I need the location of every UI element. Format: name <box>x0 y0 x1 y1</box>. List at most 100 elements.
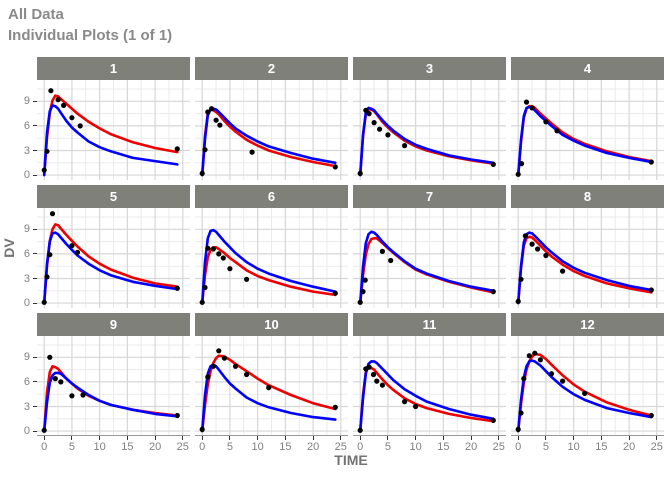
y-tick-label: 3 <box>23 144 30 157</box>
x-tick-label: 10 <box>409 441 422 453</box>
facet-panel-3: 3 <box>353 57 506 180</box>
page-title: All Data <box>8 6 64 23</box>
observed-point <box>77 123 83 129</box>
observed-point <box>217 122 223 128</box>
x-tick-label: 20 <box>622 441 636 453</box>
observed-point <box>366 364 372 370</box>
x-tick-mark <box>154 436 156 440</box>
x-tick-label: 25 <box>176 441 189 453</box>
observed-point <box>205 374 211 380</box>
observed-point <box>379 382 385 388</box>
facet-plot-area <box>195 336 348 436</box>
x-tick-mark <box>656 436 658 440</box>
facet-strip-label: 1 <box>37 57 190 80</box>
observed-point <box>266 385 272 391</box>
red-line <box>200 245 337 305</box>
observed-point <box>371 120 377 126</box>
observed-point <box>69 243 75 249</box>
observed-point <box>357 427 363 433</box>
y-tick-mark <box>33 430 37 432</box>
facet-panel-4: 4 <box>511 57 664 180</box>
observed-point <box>69 115 75 121</box>
observed-point <box>210 246 216 252</box>
observed-point <box>210 363 216 369</box>
observed-point <box>199 170 205 176</box>
facet-panel-9: 9 <box>37 313 190 436</box>
observed-point <box>49 211 56 217</box>
x-tick-label: 0 <box>41 441 48 453</box>
observed-point <box>332 404 338 410</box>
observed-point <box>44 274 50 280</box>
blue-line <box>42 231 179 305</box>
observed-point <box>490 417 496 423</box>
x-tick-mark <box>312 436 314 440</box>
y-tick-label: 6 <box>23 247 30 260</box>
observed-point <box>41 299 47 305</box>
observed-point <box>47 354 53 360</box>
facet-plot-area <box>37 208 190 308</box>
observed-point <box>490 289 496 295</box>
facet-plot-area <box>37 336 190 436</box>
y-tick-mark <box>33 174 37 176</box>
x-tick-mark <box>340 436 342 440</box>
facet-strip-label: 11 <box>353 313 506 336</box>
facet-panel-10: 10 <box>195 313 348 436</box>
observed-point <box>61 102 67 108</box>
facet-plot-area <box>353 336 506 436</box>
observed-point <box>47 252 53 258</box>
blue-line <box>200 228 337 305</box>
observed-point <box>55 97 61 103</box>
observed-point <box>52 376 58 382</box>
x-tick-mark <box>470 436 472 440</box>
facet-panel-11: 11 <box>353 313 506 436</box>
observed-point <box>518 410 524 416</box>
y-tick-label: 0 <box>23 297 30 310</box>
x-tick-mark <box>573 436 575 440</box>
blue-line <box>42 104 179 177</box>
observed-point <box>362 277 368 283</box>
y-tick-mark <box>33 253 37 255</box>
observed-point <box>366 111 372 117</box>
x-tick-label: 5 <box>542 441 549 453</box>
facet-panel-1: 1 <box>37 57 190 180</box>
observed-point <box>199 426 205 432</box>
blue-line <box>516 105 653 177</box>
observed-point <box>543 119 549 125</box>
observed-point <box>205 109 211 115</box>
observed-point <box>521 376 527 382</box>
observed-point <box>202 147 208 153</box>
observed-point <box>388 257 394 264</box>
observed-point <box>648 287 654 293</box>
facet-panel-12: 12 <box>511 313 664 436</box>
observed-point <box>221 355 227 361</box>
x-tick-mark <box>498 436 500 440</box>
facet-strip-label: 7 <box>353 185 506 208</box>
y-tick-mark <box>33 125 37 127</box>
facet-strip-label: 9 <box>37 313 190 336</box>
observed-point <box>518 161 525 167</box>
observed-point <box>232 363 239 369</box>
observed-point <box>377 126 383 132</box>
observed-point <box>537 357 543 363</box>
observed-point <box>385 132 391 138</box>
y-tick-mark <box>33 302 37 304</box>
blue-line <box>358 230 495 305</box>
observed-point <box>209 106 215 112</box>
y-tick-mark <box>33 356 37 358</box>
facet-plot-area <box>511 80 664 180</box>
observed-point <box>379 248 385 254</box>
x-tick-mark <box>387 436 389 440</box>
facet-strip-label: 4 <box>511 57 664 80</box>
red-line <box>42 223 179 305</box>
x-tick-label: 15 <box>595 441 608 453</box>
x-tick-mark <box>71 436 73 440</box>
x-tick-label: 25 <box>334 441 347 453</box>
observed-point <box>402 143 408 149</box>
x-tick-label: 0 <box>515 441 522 453</box>
observed-point <box>560 268 566 274</box>
observed-point <box>554 128 560 134</box>
x-tick-label: 20 <box>464 441 478 453</box>
facet-strip-label: 3 <box>353 57 506 80</box>
x-tick-label: 0 <box>357 441 364 453</box>
